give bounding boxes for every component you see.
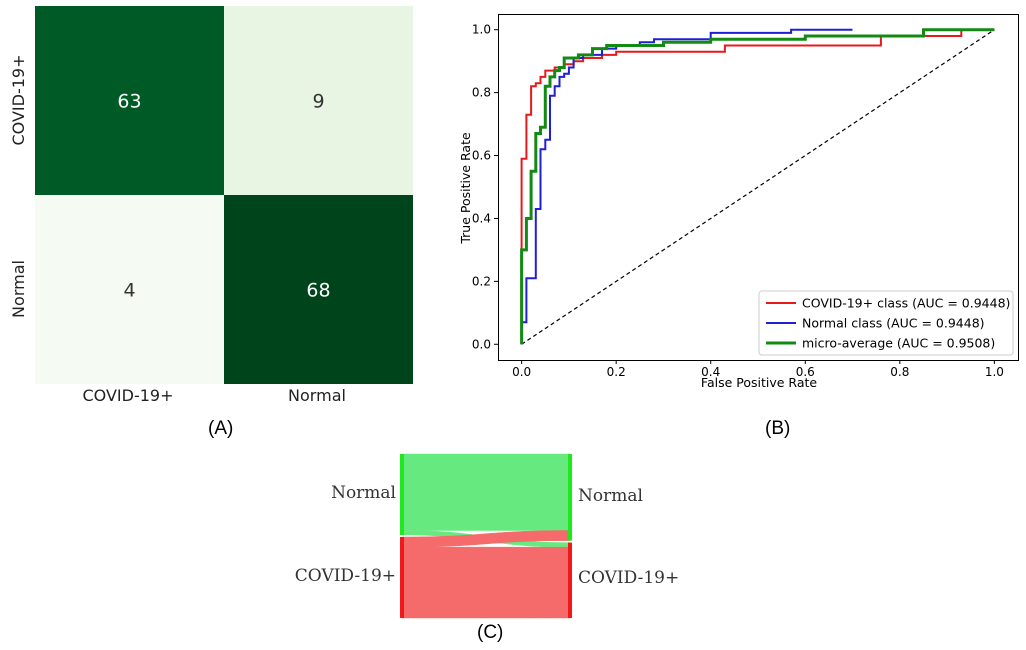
- sankey-right-label-normal: Normal: [578, 486, 643, 506]
- sankey-left-label-covid: COVID-19+: [295, 566, 396, 586]
- x-tick-label: 1.0: [985, 365, 1004, 379]
- roc-chance-line: [521, 29, 995, 345]
- cm-col-label-0: COVID-19+: [82, 386, 173, 405]
- sankey-right-label-covid: COVID-19+: [578, 568, 679, 588]
- roc-chart: 0.0 0.2 0.4 0.6 0.8 1.0 0.0 0.2 0.4 0.6 0.8 1.0 Fal…: [458, 14, 1019, 390]
- legend-label-covid: COVID-19+ class (AUC = 0.9448): [802, 296, 1010, 311]
- cm-value-1-0: 4: [123, 280, 135, 302]
- panel-label-a: (A): [208, 418, 234, 439]
- cm-cell-0-0: [35, 6, 224, 195]
- cm-value-0-1: 9: [312, 91, 324, 113]
- x-tick-label: 0.8: [890, 365, 909, 379]
- y-tick-label: 0.0: [472, 337, 491, 351]
- cm-row-label-0: COVID-19+: [9, 54, 28, 145]
- cm-cell-1-0: [35, 195, 224, 384]
- roc-plot-frame: [498, 14, 1019, 361]
- x-tick-label: 0.4: [701, 365, 720, 379]
- cm-value-1-1: 68: [306, 280, 330, 302]
- y-tick-label: 1.0: [472, 23, 491, 37]
- sankey-right-node-1: [568, 542, 572, 618]
- roc-ticks: 0.0 0.2 0.4 0.6 0.8 1.0 0.0 0.2 0.4 0.6 0.8 1.0: [472, 23, 1004, 379]
- cm-col-label-1: Normal: [288, 386, 346, 405]
- confusion-matrix: 63 9 4 68 COVID-19+ Normal COVID-19+ Normal: [9, 6, 413, 405]
- sankey-right-node-0: [568, 454, 572, 541]
- roc-xlabel: False Positive Rate: [701, 375, 817, 390]
- y-tick-label: 0.2: [472, 274, 491, 288]
- sankey-flow-0: [401, 453, 571, 531]
- cm-cell-1-1: [224, 195, 413, 384]
- x-tick-label: 0.6: [796, 365, 815, 379]
- roc-lines: [520, 28, 995, 345]
- legend-label-micro: micro-average (AUC = 0.9508): [802, 336, 995, 351]
- roc-legend-box: [758, 290, 1014, 356]
- y-tick-label: 0.6: [472, 149, 491, 163]
- legend-label-normal: Normal class (AUC = 0.9448): [802, 316, 985, 331]
- sankey-flow-3: [401, 546, 571, 619]
- x-tick-label: 0.0: [512, 365, 531, 379]
- roc-ylabel: True Positive Rate: [458, 132, 473, 245]
- roc-legend: COVID-19+ class (AUC = 0.9448) Normal cl…: [758, 290, 1014, 356]
- sankey-nodes: [400, 454, 572, 618]
- y-tick-label: 0.8: [472, 86, 491, 100]
- roc-series-micro: [520, 28, 995, 345]
- cm-row-label-1: Normal: [9, 260, 28, 318]
- sankey-left-node-1: [400, 537, 404, 618]
- sankey-flows: [401, 453, 571, 619]
- roc-series-normal: [520, 28, 853, 345]
- cm-value-0-0: 63: [117, 91, 141, 113]
- x-tick-label: 0.2: [607, 365, 626, 379]
- panel-label-b: (B): [765, 418, 791, 439]
- sankey-left-node-0: [400, 454, 404, 535]
- y-tick-label: 0.4: [472, 211, 491, 225]
- sankey-left-label-normal: Normal: [331, 483, 396, 503]
- panel-label-c: (C): [477, 622, 504, 643]
- sankey-diagram: Normal COVID-19+ Normal COVID-19+: [295, 453, 679, 619]
- cm-cells: 63 9 4 68: [35, 6, 413, 384]
- cm-cell-0-1: [224, 6, 413, 195]
